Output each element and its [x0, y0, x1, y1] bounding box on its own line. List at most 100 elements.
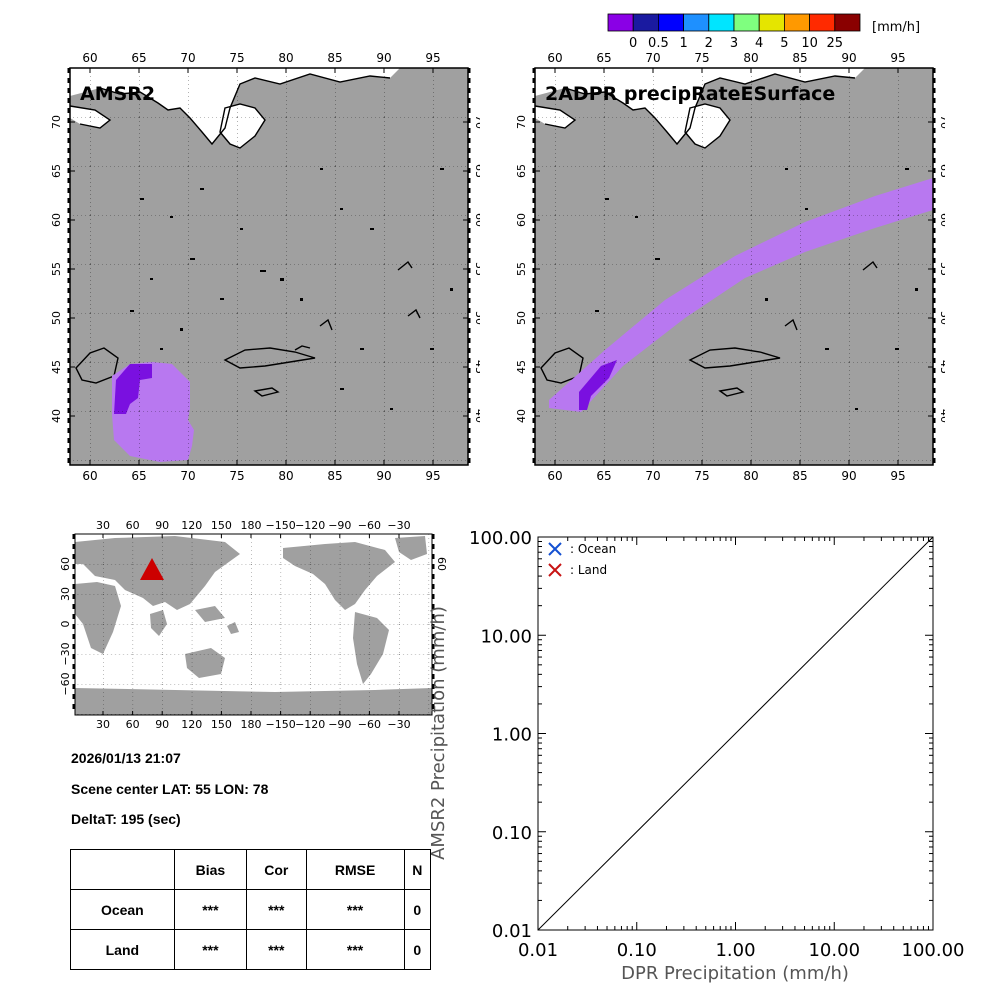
bias-cell: ***	[173, 929, 248, 970]
x-tick-label: 10.00	[808, 940, 860, 961]
y-tick-label-right: 45	[938, 360, 945, 374]
x-tick-label-bottom: 120	[181, 718, 202, 731]
colorbar-tick-label: 0.5	[648, 36, 669, 51]
y-tick-label-right: 70	[938, 115, 945, 129]
row-label: Ocean	[70, 889, 175, 930]
y-tick-label: 100.00	[469, 528, 532, 549]
table-row: Land *** *** *** 0	[70, 929, 432, 970]
y-tick-label-left: 50	[515, 311, 528, 325]
map-title-amsr2: AMSR2	[80, 83, 155, 105]
y-tick-label-right: 50	[938, 311, 945, 325]
colorbar-swatch	[758, 13, 785, 32]
x-tick-label-top: 80	[743, 51, 758, 65]
x-tick-label-top: 90	[841, 51, 856, 65]
x-tick-label-top: 85	[327, 51, 342, 65]
x-tick-label-bottom: 150	[211, 718, 232, 731]
x-tick-label: 0.10	[617, 940, 657, 961]
x-tick-label: 0.01	[518, 940, 558, 961]
x-tick-label-top: −90	[328, 519, 351, 532]
colorbar-swatch	[632, 13, 659, 32]
x-tick-label-top: 65	[131, 51, 146, 65]
colorbar-tick-label: 0	[629, 36, 637, 51]
colorbar-tick-label: 3	[730, 36, 738, 51]
y-tick-label-left: 0	[59, 621, 72, 628]
legend: : Ocean: Land	[548, 542, 616, 577]
one-to-one-line	[537, 536, 934, 931]
rmse-cell: ***	[305, 929, 405, 970]
y-tick-label-left: −60	[59, 672, 72, 695]
scene-location-marker	[140, 558, 164, 580]
colorbar-tick-label: 1	[679, 36, 687, 51]
y-tick-label-right: 45	[473, 360, 480, 374]
delta-t: DeltaT: 195 (sec)	[71, 811, 181, 827]
x-tick-label-bottom: 95	[425, 469, 440, 483]
y-tick-label-right: 65	[938, 164, 945, 178]
scene-center: Scene center LAT: 55 LON: 78	[71, 781, 269, 797]
x-tick-label-top: 70	[180, 51, 195, 65]
x-tick-label-top: 120	[181, 519, 202, 532]
y-tick-label-left: 70	[515, 115, 528, 129]
y-tick-label-right: 60	[473, 213, 480, 227]
y-tick-label-left: 60	[515, 213, 528, 227]
x-tick-label-top: 95	[890, 51, 905, 65]
y-tick-label-left: 60	[59, 557, 72, 571]
scene-datetime: 2026/01/13 21:07	[71, 750, 181, 766]
y-axis-label: AMSR2 Precipitation (mm/h)	[428, 606, 449, 860]
table-header-cell: RMSE	[305, 849, 405, 890]
x-tick-label-top: 75	[229, 51, 244, 65]
cor-cell: ***	[246, 929, 307, 970]
x-tick-label-top: 30	[96, 519, 110, 532]
table-header-cell: N	[403, 849, 432, 890]
y-tick-label-left: 60	[50, 213, 63, 227]
dpr-map: 60 60 65 65 70 70 75 75 80 80 85 85 90 90 95 95 40 40 45 45…	[515, 51, 945, 483]
y-tick-label-right: 40	[938, 409, 945, 423]
colorbar-swatch	[708, 13, 735, 32]
row-label: Land	[70, 929, 175, 970]
y-tick-label-left: 55	[50, 262, 63, 276]
x-tick-label-top: 95	[425, 51, 440, 65]
x-tick-label-top: 60	[547, 51, 562, 65]
y-tick-label-right: 55	[473, 262, 480, 276]
x-tick-label-top: −120	[295, 519, 325, 532]
colorbar-swatch	[658, 13, 685, 32]
colorbar-swatch	[683, 13, 710, 32]
x-tick-label-bottom: 90	[376, 469, 391, 483]
rmse-cell: ***	[305, 889, 405, 930]
y-tick-label-left: 65	[515, 164, 528, 178]
x-tick-label-top: 60	[126, 519, 140, 532]
x-tick-label-bottom: 70	[645, 469, 660, 483]
y-tick-label-left: 50	[50, 311, 63, 325]
colorbar-swatch	[783, 13, 810, 32]
colorbar-tick-label: 2	[705, 36, 713, 51]
y-tick-label-right: 60	[938, 213, 945, 227]
x-tick-label: 1.00	[715, 940, 755, 961]
x-tick-label-bottom: 80	[278, 469, 293, 483]
x-tick-label-top: 150	[211, 519, 232, 532]
y-tick-label-left: 45	[50, 360, 63, 374]
legend-item: : Land	[548, 563, 607, 577]
scatter-plot: 0.01 0.10 1.00 10.00 100.00 0.01 0.10 1.00 10.0…	[428, 528, 964, 984]
x-tick-label-bottom: 70	[180, 469, 195, 483]
x-tick-label-top: 90	[376, 51, 391, 65]
x-tick-label-bottom: 85	[792, 469, 807, 483]
amsr2-map: 60 60 65 65 70 70 75 75 80 80 85 85 90 90 95 95 40 40 45 45…	[50, 51, 480, 483]
x-tick-label-bottom: −60	[358, 718, 381, 731]
table-header-cell: Bias	[173, 849, 248, 890]
y-tick-label-left: 65	[50, 164, 63, 178]
colorbar-tick-label: 10	[801, 36, 818, 51]
table-header-cell: Cor	[246, 849, 307, 890]
y-axis-ticks: 0.01 0.10 1.00 10.00 100.00	[469, 528, 933, 942]
x-tick-label-top: −150	[265, 519, 295, 532]
x-tick-label-top: 60	[82, 51, 97, 65]
legend-marker	[548, 563, 562, 577]
y-tick-label-right: 65	[473, 164, 480, 178]
colorbar-unit: [mm/h]	[872, 20, 920, 35]
colorbar-tick-label: 25	[827, 36, 844, 51]
x-tick-label-bottom: 30	[96, 718, 110, 731]
x-tick-label-bottom: 85	[327, 469, 342, 483]
cor-cell: ***	[246, 889, 307, 930]
y-tick-label-left: 70	[50, 115, 63, 129]
colorbar-swatches	[607, 13, 861, 32]
x-tick-label-bottom: 95	[890, 469, 905, 483]
x-tick-label-bottom: −120	[295, 718, 325, 731]
